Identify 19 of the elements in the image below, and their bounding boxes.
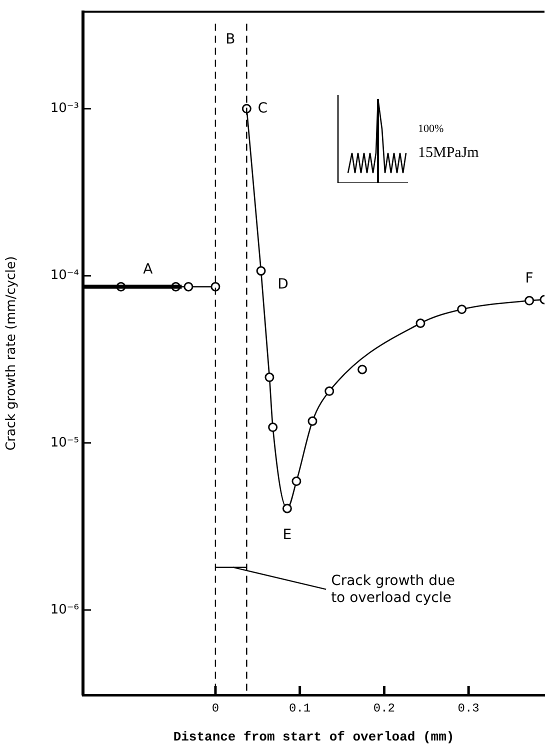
x-tick-label: 0 xyxy=(212,701,220,716)
annotation: 100% xyxy=(418,123,444,135)
annotation: F xyxy=(525,270,534,286)
y-tick-label: 10⁻⁴ xyxy=(50,268,79,284)
annotation: E xyxy=(282,527,292,544)
annotation: Crack growth due to overload cycle xyxy=(331,572,455,606)
y-tick-label: 10⁻³ xyxy=(50,101,79,116)
y-axis-title: Crack growth rate (mm/cycle) xyxy=(4,256,20,451)
x-tick-label: 0.2 xyxy=(373,701,396,716)
annotation: D xyxy=(278,276,288,293)
annotation: C xyxy=(258,100,268,116)
annotation: 15MPaJm xyxy=(418,145,479,162)
x-axis-title: Distance from start of overload (mm) xyxy=(173,729,454,744)
annotation: A xyxy=(143,261,154,278)
y-tick-label: 10⁻⁵ xyxy=(50,435,79,450)
x-tick-label: 0.3 xyxy=(458,701,480,716)
y-tick-label: 10⁻⁶ xyxy=(50,602,79,618)
ref-line-label: B xyxy=(226,31,236,48)
x-tick-label: 0.1 xyxy=(289,701,311,716)
